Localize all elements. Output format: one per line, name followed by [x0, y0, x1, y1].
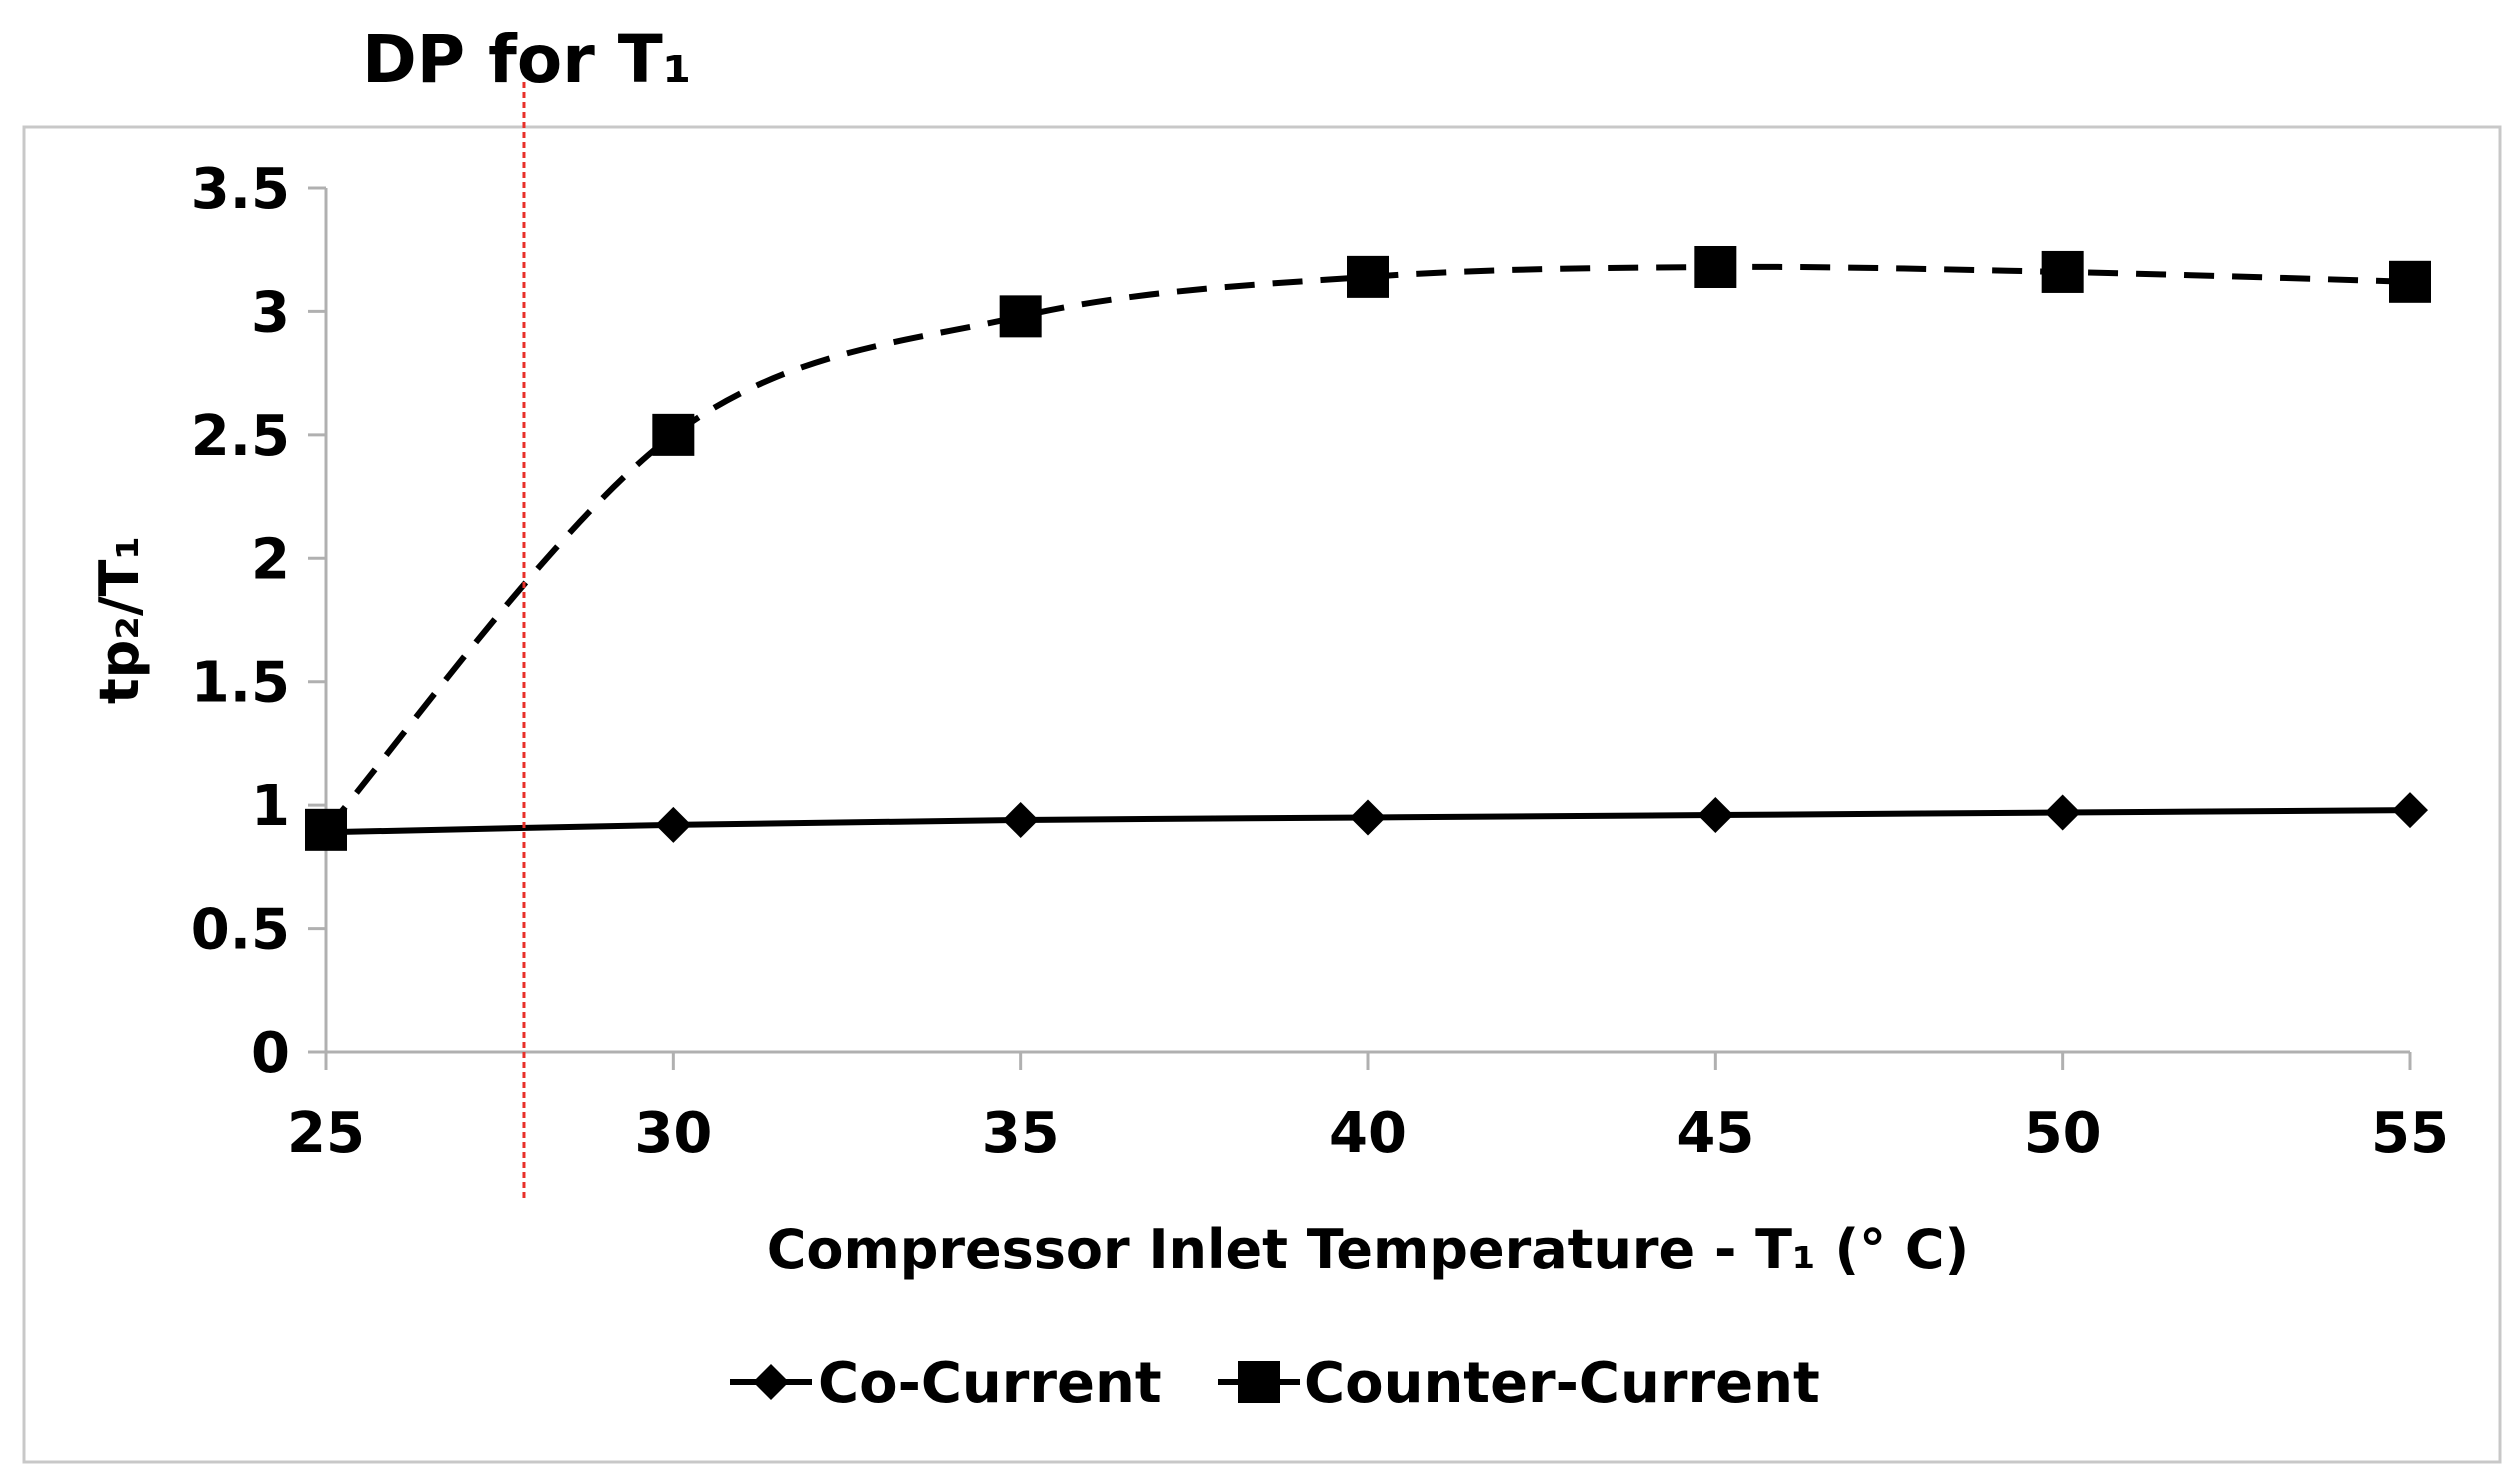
legend-label: Counter-Current — [1304, 1351, 1820, 1416]
data-point — [655, 806, 692, 843]
x-tick-label: 50 — [2024, 1101, 2102, 1166]
data-point — [1694, 245, 1737, 288]
legend-item-counter-current: Counter-Current — [1218, 1351, 1820, 1416]
data-point — [1347, 255, 1389, 298]
x-tick-label: 55 — [2371, 1101, 2449, 1166]
dp-annotation-label: DP for T₁ — [362, 21, 692, 98]
data-point — [1002, 801, 1039, 838]
legend-marker — [1238, 1361, 1280, 1403]
data-point — [2389, 260, 2431, 303]
data-point — [999, 295, 1042, 338]
x-tick-label: 30 — [634, 1101, 712, 1166]
tick-labels: 0 0.5 1 1.5 2 2.5 3 3.5 25 30 35 40 45 50 55 — [191, 157, 2449, 1166]
y-tick-label: 2.5 — [191, 404, 290, 469]
y-tick-label: 0.5 — [191, 898, 290, 963]
legend-marker — [753, 1364, 789, 1400]
axes — [308, 186, 2412, 1070]
y-tick-label: 0 — [251, 1021, 290, 1086]
annotation-layer: DP for T₁ — [362, 21, 692, 1200]
chart-frame — [22, 125, 2502, 1464]
y-tick-label: 2 — [251, 527, 290, 592]
series-counter-current — [305, 245, 2431, 851]
x-tick-label: 40 — [1329, 1101, 1407, 1166]
legend-label: Co-Current — [818, 1351, 1162, 1416]
y-tick-label: 3.5 — [191, 157, 290, 222]
x-tick-label: 25 — [287, 1101, 365, 1166]
series-layer — [305, 245, 2431, 851]
data-point — [1350, 799, 1386, 836]
data-point — [2041, 250, 2084, 293]
y-tick-label: 1.5 — [191, 651, 290, 716]
y-axis-title: tp₂/T₁ — [88, 536, 151, 704]
data-point — [305, 808, 347, 851]
data-point — [2044, 794, 2081, 831]
x-tick-label: 35 — [982, 1101, 1060, 1166]
data-point — [1697, 797, 1734, 834]
data-point — [2392, 792, 2428, 829]
data-point — [652, 413, 695, 456]
y-tick-label: 1 — [251, 774, 290, 839]
x-axis-title: Compressor Inlet Temperature - T₁ (° C) — [767, 1218, 1970, 1281]
y-tick-label: 3 — [251, 280, 290, 345]
x-tick-label: 45 — [1676, 1101, 1754, 1166]
legend: Co-Current Counter-Current — [730, 1351, 1820, 1416]
legend-item-co-current: Co-Current — [730, 1351, 1162, 1416]
